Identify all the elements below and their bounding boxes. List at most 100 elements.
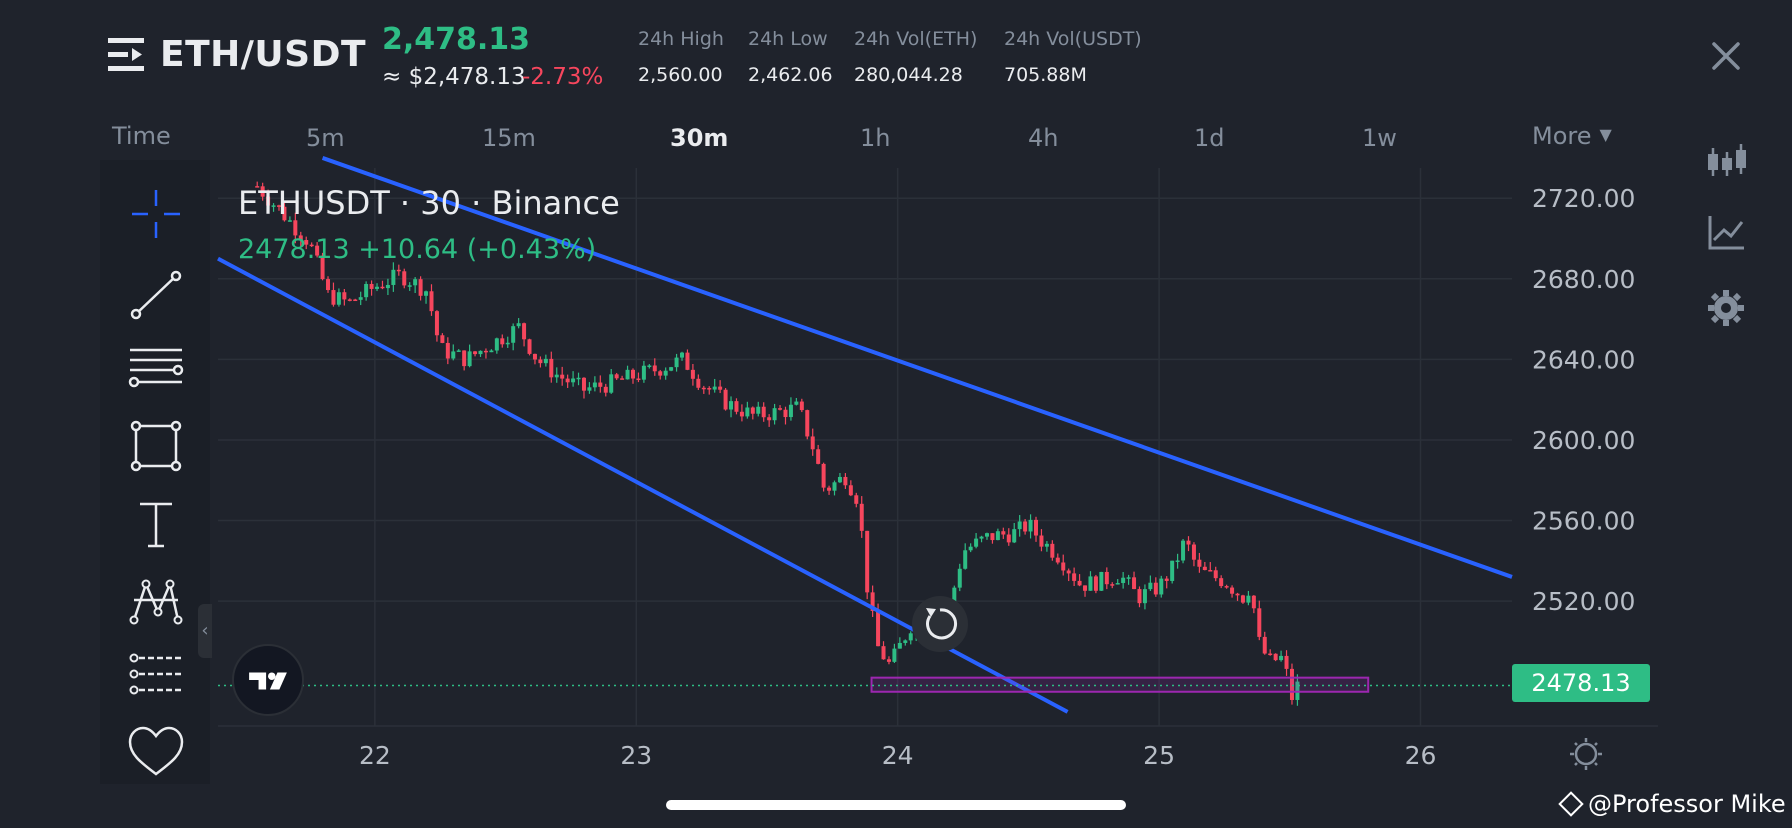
candle-body [565, 378, 570, 383]
interval-4h[interactable]: 4h [1028, 124, 1059, 152]
interval-30m[interactable]: 30m [670, 124, 729, 152]
candle-body [788, 404, 793, 418]
candle-body [892, 648, 897, 662]
binance-diamond-icon [1558, 791, 1584, 817]
x-tick-label: 23 [620, 741, 652, 770]
horizontal-lines-icon[interactable] [126, 340, 186, 400]
stat-label: 24h Low [748, 28, 828, 50]
settings-gear-icon[interactable] [1704, 286, 1748, 330]
crosshair-icon[interactable] [126, 184, 186, 244]
replay-icon[interactable] [912, 596, 968, 652]
candle-body [1034, 519, 1039, 536]
candle-body [315, 245, 320, 256]
y-tick-label: 2560.00 [1532, 507, 1635, 536]
stat-value: 280,044.28 [854, 64, 963, 86]
candle-body [1289, 668, 1294, 700]
candlestick-type-icon[interactable] [1704, 140, 1748, 184]
candle-body [1251, 595, 1256, 609]
candle-body [750, 407, 755, 414]
interval-1d[interactable]: 1d [1194, 124, 1225, 152]
candle-body [293, 220, 298, 236]
candle-body [462, 350, 467, 367]
candle-body [1246, 595, 1251, 603]
candle-body [772, 408, 777, 421]
rectangle-icon[interactable] [126, 416, 186, 476]
menu-icon[interactable] [108, 38, 144, 72]
candle-body [1142, 589, 1147, 604]
stat-value: 2,462.06 [748, 64, 833, 86]
text-icon[interactable] [126, 494, 186, 554]
candle-body [1170, 560, 1175, 581]
candle-body [445, 342, 450, 359]
candle-body [859, 503, 864, 531]
y-tick-label: 2720.00 [1532, 184, 1635, 213]
candle-body [685, 352, 690, 370]
candle-body [369, 283, 374, 289]
stat-24h-low: 24h Low 2,462.06 [748, 28, 833, 86]
candle-body [1055, 557, 1060, 563]
favorite-heart-icon[interactable] [126, 722, 186, 782]
candle-body [407, 285, 412, 287]
trading-pair-title[interactable]: ETH/USDT [160, 34, 367, 75]
trend-line-icon[interactable] [126, 264, 186, 324]
candle-body [1023, 521, 1028, 532]
candle-body [816, 449, 821, 464]
candle-body [636, 378, 641, 381]
tradingview-logo-icon[interactable] [232, 644, 304, 716]
close-icon[interactable] [1708, 38, 1744, 74]
brightness-sun-icon[interactable] [1554, 736, 1618, 772]
candle-body [276, 205, 281, 207]
more-intervals-button[interactable]: More ▼ [1532, 122, 1612, 150]
candle-body [696, 378, 701, 388]
candle-body [848, 485, 853, 496]
candle-body [538, 359, 543, 364]
collapse-toolbar-tab[interactable]: ‹ [198, 604, 212, 658]
candle-body [532, 353, 537, 360]
candle-body [1197, 559, 1202, 567]
candle-body [1181, 540, 1186, 561]
candle-body [1279, 655, 1284, 661]
candle-body [473, 351, 478, 355]
candle-body [729, 401, 734, 410]
last-price: 2,478.13 [382, 22, 531, 57]
candle-body [418, 279, 423, 296]
candle-body [1262, 636, 1267, 654]
y-tick-label: 2680.00 [1532, 265, 1635, 294]
drawing-toolbar [100, 160, 210, 784]
stat-24h-vol-eth: 24h Vol(ETH) 280,044.28 [854, 28, 977, 86]
candle-body [320, 255, 325, 280]
candle-body [870, 592, 875, 611]
candle-body [1001, 531, 1006, 535]
interval-5m[interactable]: 5m [306, 124, 345, 152]
interval-time-tab[interactable]: Time [112, 122, 171, 150]
candle-body [287, 220, 292, 222]
pattern-icon[interactable] [126, 570, 186, 630]
candle-body [266, 196, 271, 206]
candle-body [1072, 573, 1077, 581]
candle-body [805, 410, 810, 437]
indicators-icon[interactable] [1704, 210, 1748, 254]
chart-legend-title: ETHUSDT · 30 · Binance [238, 184, 620, 222]
candle-body [799, 401, 804, 411]
measure-icon[interactable] [126, 646, 186, 706]
candle-body [712, 386, 717, 390]
home-indicator[interactable] [666, 800, 1126, 810]
candle-body [843, 476, 848, 486]
candle-body [647, 365, 652, 367]
interval-15m[interactable]: 15m [482, 124, 536, 152]
interval-1h[interactable]: 1h [860, 124, 891, 152]
fiat-price: ≈ $2,478.13 [382, 64, 526, 90]
x-tick-label: 25 [1143, 741, 1175, 770]
candle-body [598, 382, 603, 387]
candle-body [391, 269, 396, 285]
candle-body [756, 406, 761, 414]
candle-body [952, 587, 957, 603]
interval-1w[interactable]: 1w [1362, 124, 1397, 152]
candle-body [630, 369, 635, 379]
candle-body [1224, 586, 1229, 588]
candle-body [483, 350, 488, 353]
candle-body [903, 640, 908, 643]
candle-body [984, 533, 989, 537]
candle-body [968, 546, 973, 551]
